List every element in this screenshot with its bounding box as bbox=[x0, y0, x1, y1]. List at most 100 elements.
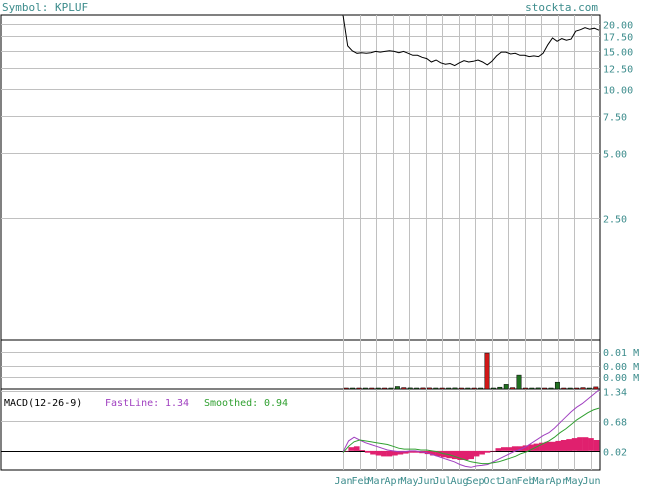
site-label: stockta.com bbox=[525, 1, 598, 14]
volume-bar bbox=[497, 386, 503, 390]
macd-histogram-bar bbox=[392, 450, 398, 456]
x-tick-label: Mar bbox=[532, 476, 550, 486]
volume-bar bbox=[388, 387, 394, 390]
macd-histogram-bar bbox=[451, 450, 458, 460]
macd-layer bbox=[342, 389, 600, 468]
macd-histogram-bar bbox=[430, 450, 436, 456]
macd-fast-value: 1.34 bbox=[165, 398, 189, 409]
macd-histogram-bar bbox=[343, 450, 349, 452]
volume-bar bbox=[433, 387, 439, 390]
volume-bar bbox=[382, 387, 388, 390]
price-y-tick-label: 5.00 bbox=[603, 150, 627, 161]
macd-smoothed-label: Smoothed: bbox=[204, 398, 258, 409]
macd-histogram-bar bbox=[370, 450, 376, 455]
volume-bar bbox=[369, 387, 375, 390]
price-panel-frame bbox=[0, 14, 601, 341]
volume-bar bbox=[439, 387, 445, 390]
macd-histogram-bar bbox=[348, 447, 355, 451]
macd-histogram-bar bbox=[544, 441, 551, 451]
macd-y-tick-label: 0.02 bbox=[603, 448, 627, 459]
macd-y-tick-label: 0.68 bbox=[603, 418, 627, 429]
volume-bar bbox=[580, 387, 586, 390]
volume-bar bbox=[426, 387, 432, 390]
x-tick-label: May bbox=[400, 476, 418, 486]
volume-bar bbox=[414, 387, 420, 390]
macd-histogram-bar bbox=[566, 439, 572, 451]
volume-bar bbox=[375, 387, 381, 390]
volume-bar bbox=[407, 387, 413, 390]
macd-histogram-bar bbox=[435, 450, 442, 457]
volume-bar bbox=[401, 387, 407, 390]
macd-histogram-bar bbox=[506, 447, 513, 451]
macd-histogram-bar bbox=[457, 450, 464, 460]
volume-bar bbox=[420, 387, 426, 390]
price-y-tick-label: 17.50 bbox=[603, 33, 633, 44]
macd-histogram-bar bbox=[484, 450, 491, 453]
volume-bar bbox=[542, 387, 548, 390]
macd-histogram-bar bbox=[386, 450, 393, 457]
x-tick-label: Jan bbox=[499, 476, 517, 486]
macd-histogram-bar bbox=[517, 446, 523, 451]
volume-bar bbox=[561, 387, 567, 390]
macd-histogram-bar bbox=[582, 437, 589, 451]
volume-bar bbox=[516, 374, 522, 390]
price-y-tick-label: 7.50 bbox=[603, 113, 627, 124]
x-tick-label: Apr bbox=[549, 476, 567, 486]
x-tick-label: Jul bbox=[433, 476, 451, 486]
price-y-tick-label: 2.50 bbox=[603, 215, 627, 226]
macd-histogram-bar bbox=[511, 446, 518, 451]
price-y-tick-label: 15.00 bbox=[603, 48, 633, 59]
macd-histogram-bar bbox=[413, 450, 420, 453]
x-tick-label: May bbox=[565, 476, 583, 486]
price-y-tick-label: 20.00 bbox=[603, 21, 633, 32]
macd-histogram-bar bbox=[397, 450, 404, 455]
price-y-tick-label: 12.50 bbox=[603, 65, 633, 76]
symbol-label: Symbol: KPLUF bbox=[2, 1, 88, 14]
volume-y-tick-label: 0.01 M bbox=[603, 348, 639, 359]
volume-bar bbox=[356, 387, 362, 390]
x-tick-label: Mar bbox=[367, 476, 385, 486]
macd-histogram-bar bbox=[588, 438, 594, 451]
axis-layer: JanFebMarAprMayJunJulAugSepOctJanFebMarA… bbox=[334, 21, 639, 488]
price-y-tick-label: 10.00 bbox=[603, 86, 633, 97]
volume-bar bbox=[471, 387, 477, 390]
volume-bar bbox=[593, 386, 599, 390]
macd-fast-line bbox=[342, 389, 600, 468]
volume-bar bbox=[446, 387, 452, 390]
macd-histogram-bar bbox=[577, 437, 583, 451]
volume-bar bbox=[503, 384, 509, 390]
macd-histogram-bar bbox=[522, 445, 529, 451]
grid-layer bbox=[1, 15, 600, 470]
volume-bar bbox=[522, 387, 528, 390]
macd-title: MACD(12-26-9) bbox=[4, 398, 82, 409]
macd-histogram-bar bbox=[550, 441, 556, 451]
volume-bar bbox=[535, 387, 541, 390]
macd-panel-frame bbox=[0, 388, 601, 471]
volume-bar bbox=[529, 387, 535, 390]
volume-y-tick-label: 0.00 M bbox=[603, 362, 639, 373]
volume-bar bbox=[490, 387, 496, 390]
price-line bbox=[342, 14, 600, 67]
macd-histogram-bar bbox=[560, 440, 567, 451]
macd-histogram-bar bbox=[539, 442, 545, 451]
volume-bar bbox=[343, 387, 349, 390]
volume-layer bbox=[343, 352, 599, 390]
price-layer bbox=[342, 14, 600, 67]
volume-bar bbox=[478, 387, 484, 390]
macd-histogram-bar bbox=[528, 444, 534, 451]
macd-histogram-bar bbox=[495, 448, 502, 451]
x-tick-label: Aug bbox=[450, 476, 468, 486]
volume-bar bbox=[567, 387, 573, 390]
volume-bar bbox=[574, 387, 580, 390]
volume-bar bbox=[452, 387, 458, 390]
macd-histogram-bar bbox=[490, 450, 496, 452]
macd-histogram-bar bbox=[555, 440, 562, 451]
macd-histogram-bar bbox=[424, 450, 431, 455]
macd-histogram-bar bbox=[364, 450, 371, 453]
x-tick-label: Feb bbox=[516, 476, 534, 486]
macd-smoothed-line bbox=[342, 407, 600, 465]
macd-histogram-bar bbox=[593, 440, 600, 451]
volume-bar bbox=[510, 387, 516, 390]
